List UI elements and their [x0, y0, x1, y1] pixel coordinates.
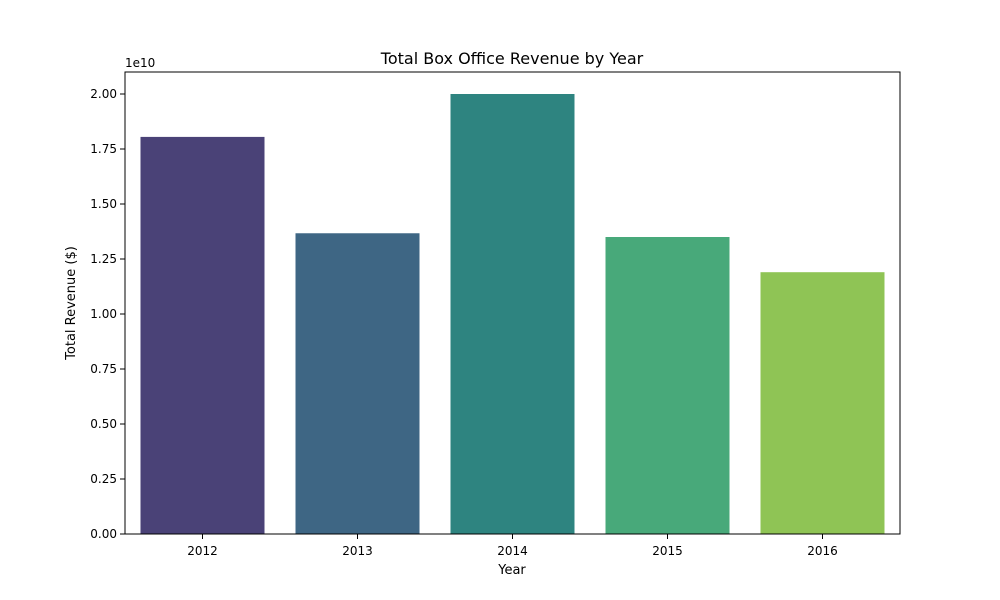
bar-2012 — [140, 136, 265, 534]
y-tick-label: 0.50 — [90, 417, 117, 431]
chart-title: Total Box Office Revenue by Year — [380, 49, 644, 68]
y-axis-label: Total Revenue ($) — [64, 246, 79, 361]
y-tick-label: 1.75 — [90, 142, 117, 156]
bar-2016 — [760, 272, 885, 534]
y-tick-label: 0.25 — [90, 472, 117, 486]
x-tick-label: 2016 — [807, 544, 838, 558]
bars-group — [140, 94, 885, 534]
y-tick-label: 1.50 — [90, 197, 117, 211]
y-tick-label: 0.00 — [90, 527, 117, 541]
bar-2015 — [605, 237, 730, 534]
y-tick-label: 0.75 — [90, 362, 117, 376]
x-tick-label: 2013 — [342, 544, 373, 558]
y-axis-offset-label: 1e10 — [125, 56, 155, 70]
y-tick-label: 2.00 — [90, 87, 117, 101]
x-axis-ticks: 2012 2013 2014 2015 2016 — [187, 534, 838, 558]
x-tick-label: 2012 — [187, 544, 218, 558]
y-axis-ticks: 0.00 0.25 0.50 0.75 1.00 1.25 1.50 1.75 2.00 — [90, 87, 125, 541]
bar-2013 — [295, 233, 420, 534]
x-axis-label: Year — [497, 563, 526, 578]
y-tick-label: 1.00 — [90, 307, 117, 321]
plot-frame — [124, 71, 901, 535]
x-tick-label: 2015 — [652, 544, 683, 558]
y-tick-label: 1.25 — [90, 252, 117, 266]
x-tick-label: 2014 — [497, 544, 528, 558]
bar-2014 — [450, 94, 575, 534]
